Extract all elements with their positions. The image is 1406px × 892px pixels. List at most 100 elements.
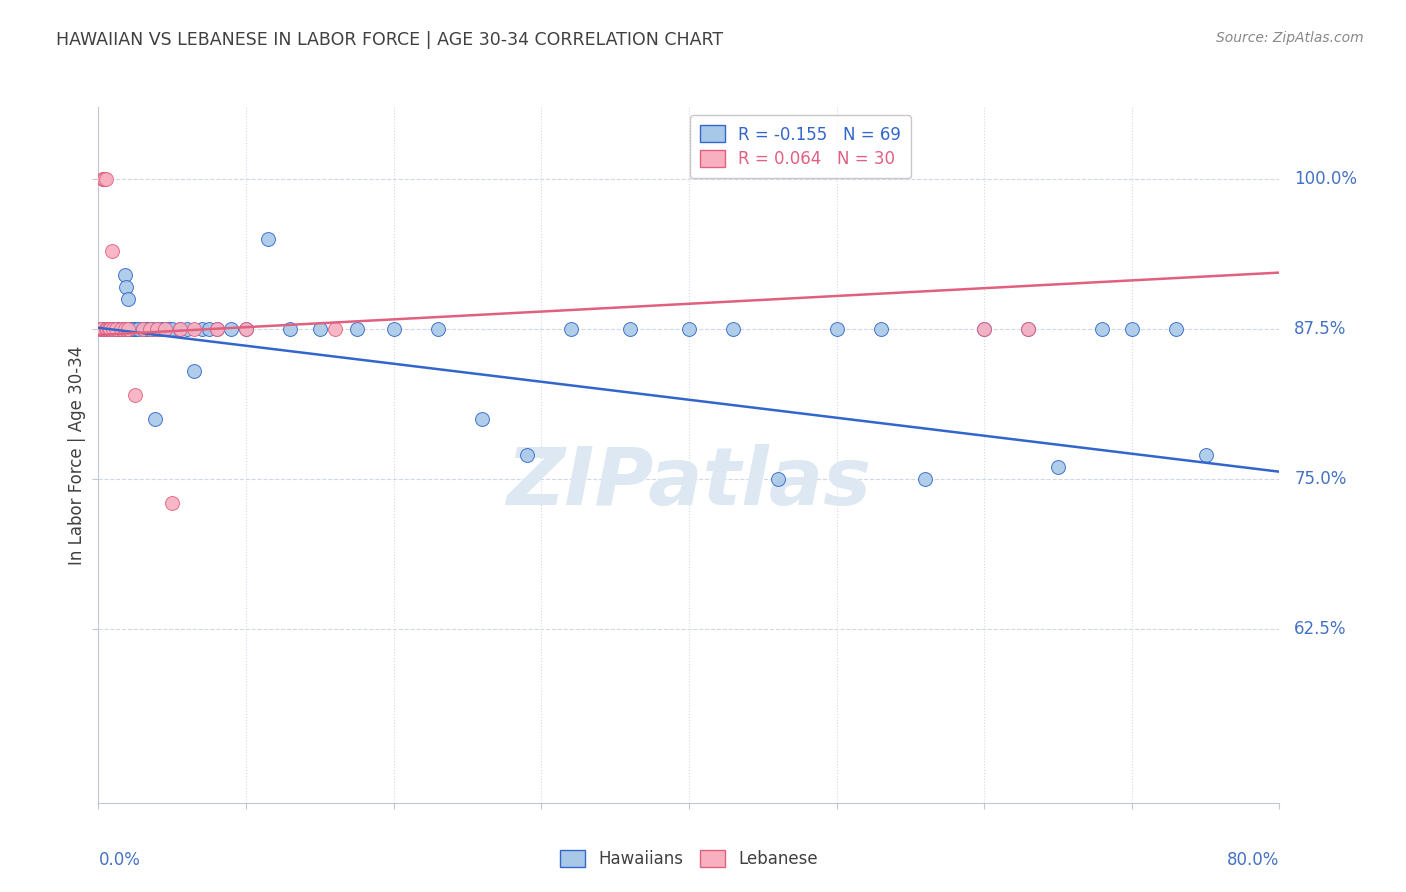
Point: [100, 244, 122, 258]
Point: [110, 322, 132, 336]
Point: [91, 172, 114, 186]
Point: [138, 322, 160, 336]
Point: [157, 322, 180, 336]
Point: [1195, 448, 1218, 462]
Point: [93, 172, 115, 186]
Point: [127, 322, 149, 336]
Text: ZIPatlas: ZIPatlas: [506, 443, 872, 522]
Point: [176, 322, 198, 336]
Point: [124, 322, 146, 336]
Point: [110, 322, 132, 336]
Point: [560, 322, 582, 336]
Point: [122, 322, 145, 336]
Point: [183, 322, 205, 336]
Point: [973, 322, 995, 336]
Point: [191, 322, 214, 336]
Point: [105, 322, 128, 336]
Point: [766, 472, 789, 486]
Point: [346, 322, 368, 336]
Point: [146, 322, 169, 336]
Point: [100, 322, 122, 336]
Point: [198, 322, 221, 336]
Point: [114, 268, 136, 282]
Point: [162, 322, 183, 336]
Point: [96, 322, 118, 336]
Point: [105, 322, 128, 336]
Point: [205, 322, 228, 336]
Point: [98, 322, 121, 336]
Point: [235, 322, 257, 336]
Text: 87.5%: 87.5%: [1294, 320, 1347, 338]
Point: [112, 322, 135, 336]
Legend: Hawaiians, Lebanese: Hawaiians, Lebanese: [554, 843, 824, 874]
Point: [1017, 322, 1039, 336]
Point: [235, 322, 257, 336]
Point: [278, 322, 302, 336]
Point: [143, 412, 166, 426]
Point: [205, 322, 228, 336]
Point: [103, 322, 125, 336]
Point: [869, 322, 891, 336]
Point: [139, 322, 162, 336]
Text: 80.0%: 80.0%: [1227, 851, 1279, 869]
Point: [132, 322, 155, 336]
Point: [120, 322, 142, 336]
Point: [91, 172, 114, 186]
Point: [825, 322, 848, 336]
Point: [132, 322, 155, 336]
Point: [94, 172, 117, 186]
Point: [93, 322, 115, 336]
Point: [135, 322, 157, 336]
Point: [146, 322, 169, 336]
Point: [1164, 322, 1187, 336]
Point: [115, 280, 138, 294]
Point: [257, 232, 280, 246]
Point: [1091, 322, 1114, 336]
Point: [219, 322, 242, 336]
Point: [114, 322, 136, 336]
Y-axis label: In Labor Force | Age 30-34: In Labor Force | Age 30-34: [67, 345, 86, 565]
Point: [141, 322, 163, 336]
Point: [108, 322, 131, 336]
Point: [98, 322, 121, 336]
Point: [97, 322, 120, 336]
Point: [96, 322, 118, 336]
Point: [162, 496, 183, 510]
Point: [118, 322, 141, 336]
Point: [117, 322, 139, 336]
Point: [90, 322, 112, 336]
Point: [973, 322, 995, 336]
Point: [309, 322, 332, 336]
Point: [721, 322, 744, 336]
Point: [107, 322, 129, 336]
Point: [427, 322, 450, 336]
Point: [91, 322, 114, 336]
Point: [89, 322, 111, 336]
Point: [103, 322, 125, 336]
Point: [471, 412, 494, 426]
Point: [100, 322, 122, 336]
Point: [97, 322, 120, 336]
Text: 75.0%: 75.0%: [1294, 470, 1347, 488]
Point: [678, 322, 700, 336]
Point: [515, 448, 537, 462]
Point: [619, 322, 641, 336]
Point: [103, 322, 125, 336]
Text: Source: ZipAtlas.com: Source: ZipAtlas.com: [1216, 31, 1364, 45]
Point: [90, 322, 112, 336]
Point: [96, 322, 118, 336]
Point: [183, 364, 205, 378]
Point: [111, 322, 134, 336]
Point: [382, 322, 405, 336]
Text: 62.5%: 62.5%: [1294, 620, 1347, 638]
Text: 100.0%: 100.0%: [1294, 170, 1357, 188]
Point: [150, 322, 173, 336]
Point: [94, 322, 117, 336]
Point: [914, 472, 936, 486]
Point: [1017, 322, 1039, 336]
Point: [1046, 459, 1069, 474]
Point: [97, 322, 120, 336]
Point: [169, 322, 191, 336]
Point: [323, 322, 346, 336]
Text: 0.0%: 0.0%: [98, 851, 141, 869]
